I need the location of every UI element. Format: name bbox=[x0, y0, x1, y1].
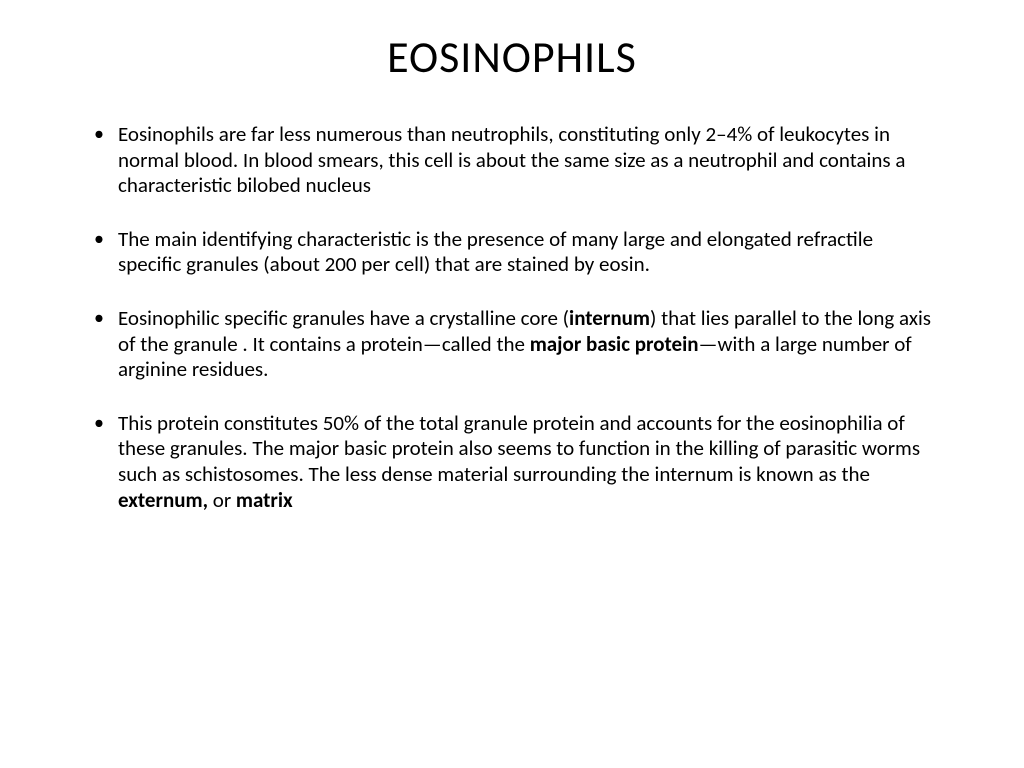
text-run: internum bbox=[569, 305, 650, 331]
bullet-item: Eosinophilic specific granules have a cr… bbox=[90, 306, 934, 383]
text-run: The main identifying characteristic is t… bbox=[118, 226, 873, 278]
bullet-item: Eosinophils are far less numerous than n… bbox=[90, 122, 934, 199]
text-run: externum, bbox=[118, 487, 208, 513]
text-run: matrix bbox=[236, 487, 293, 513]
bullet-list: Eosinophils are far less numerous than n… bbox=[90, 122, 934, 513]
text-run: This protein constitutes 50% of the tota… bbox=[118, 410, 920, 487]
text-run: major basic protein bbox=[530, 331, 699, 357]
text-run: Eosinophilic specific granules have a cr… bbox=[118, 305, 569, 331]
text-run: or bbox=[208, 487, 236, 513]
bullet-item: The main identifying characteristic is t… bbox=[90, 227, 934, 278]
bullet-item: This protein constitutes 50% of the tota… bbox=[90, 411, 934, 513]
text-run: Eosinophils are far less numerous than n… bbox=[118, 121, 905, 198]
slide-title: EOSINOPHILS bbox=[90, 30, 934, 84]
